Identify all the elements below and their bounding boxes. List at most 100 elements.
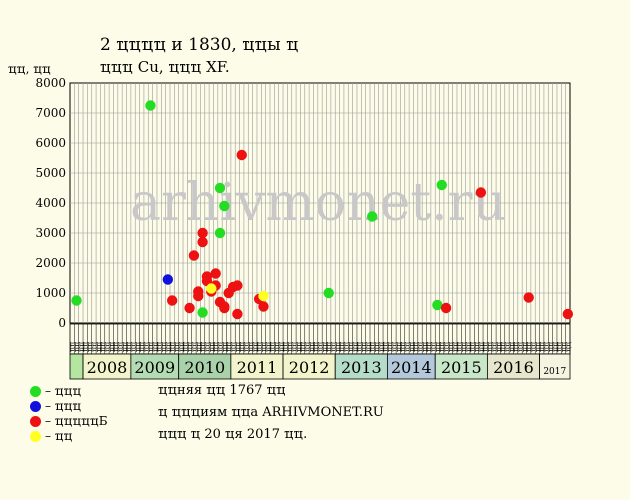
month-tick-label: ҵҵ [251,342,259,352]
month-tick-label: ҵҵ [138,342,146,352]
month-tick-label: ҵҵ [343,342,351,352]
month-tick-label: ҵҵ [460,342,468,352]
month-tick-label: ҵҵ [373,342,381,352]
month-tick-label: ҵҵ [230,342,238,352]
legend-label: – ҵҵҵҵҵБ [45,414,108,428]
month-tick-label: ҵҵ [234,342,242,352]
month-tick-label: ҵҵ [225,342,233,352]
data-point-red [210,268,221,279]
month-tick-label: ҵҵ [512,342,520,352]
month-tick-label: ҵҵ [208,342,216,352]
month-tick-label: ҵҵ [182,342,190,352]
month-tick-label: ҵҵ [538,342,546,352]
month-tick-label: ҵҵ [95,342,103,352]
month-tick-label: ҵҵ [221,342,229,352]
month-tick-label: ҵҵ [308,342,316,352]
month-tick-label: ҵҵ [530,342,538,352]
y-tick-label: 2000 [35,256,66,270]
data-point-red [258,301,269,312]
data-point-red [475,187,487,198]
y-tick-label: 4000 [35,196,66,210]
month-tick-label: ҵҵ [408,342,416,352]
year-label: 2011 [237,358,278,377]
month-tick-label: ҵҵ [525,342,533,352]
note-line-1: ҵҵняя ҵҵ 1767 ҵҵ [158,383,286,398]
year-band [178,353,232,380]
month-tick-label: ҵҵ [164,342,172,352]
month-tick-label: ҵҵ [330,342,338,352]
month-tick-label: ҵҵ [377,342,385,352]
year-label: 2012 [289,358,330,377]
month-tick-label: ҵҵ [438,342,446,352]
month-tick-label: ҵҵ [334,342,342,352]
month-tick-label: ҵҵ [451,342,459,352]
year-band [282,353,336,380]
month-tick-label: ҵҵ [508,342,516,352]
month-tick-label: ҵҵ [477,342,485,352]
data-point-green [436,179,447,191]
month-tick-label: ҵҵ [73,342,81,352]
month-tick-label: ҵҵ [399,342,407,352]
month-tick-label: ҵҵ [295,342,303,352]
data-point-green [214,227,226,239]
month-tick-label: ҵҵ [212,342,220,352]
month-tick-label: ҵҵ [490,342,498,352]
y-tick-label: 6000 [35,136,66,150]
month-tick-label: ҵҵ [356,342,364,352]
watermark: arhivmonet.ru [130,173,506,233]
month-tick-label: ҵҵ [443,342,451,352]
month-tick-label: ҵҵ [299,342,307,352]
month-tick-label: ҵҵ [69,342,77,352]
month-tick-label: ҵҵ [290,342,298,352]
month-tick-label: ҵҵ [169,342,177,352]
month-tick-label: ҵҵ [190,342,198,352]
month-tick-label: ҵҵ [117,342,125,352]
month-tick-label: ҵҵ [360,342,368,352]
month-tick-label: ҵҵ [482,342,490,352]
data-point-red [219,302,230,314]
month-tick-label: ҵҵ [108,342,116,352]
year-label: 2013 [341,358,382,377]
legend-marker-blue [30,401,41,412]
data-point-green [197,307,208,318]
data-point-red [184,302,195,314]
legend-item-red: – ҵҵҵҵҵБ [30,414,108,429]
month-tick-label: ҵҵ [347,342,355,352]
month-tick-label: ҵҵ [130,342,138,352]
month-tick-label: ҵҵ [77,342,85,352]
year-band [539,353,571,380]
month-tick-label: ҵҵ [386,342,394,352]
month-tick-label: ҵҵ [447,342,455,352]
y-tick-label: 3000 [35,226,66,240]
data-point-green [214,182,226,194]
month-tick-label: ҵҵ [199,342,207,352]
y-tick-label: 0 [58,316,66,330]
legend-label: – ҵҵҵ [45,384,82,398]
month-tick-label: ҵҵ [269,342,277,352]
data-point-red [523,292,534,303]
month-tick-label: ҵҵ [551,342,559,352]
month-tick-label: ҵҵ [247,342,255,352]
year-band [130,353,180,380]
chart-title-line-1: 2 ҵҵҵҵ и 1830, ҵҵы ҵ [100,35,299,55]
month-tick-label: ҵҵ [338,342,346,352]
legend-label: – ҵҵҵ [45,399,82,413]
month-tick-label: ҵҵ [134,342,142,352]
month-tick-label: ҵҵ [317,342,325,352]
year-label: 2008 [87,358,128,377]
month-tick-label: ҵҵ [125,342,133,352]
month-tick-label: ҵҵ [217,342,225,352]
month-tick-label: ҵҵ [534,342,542,352]
month-tick-label: ҵҵ [303,342,311,352]
month-tick-label: ҵҵ [151,342,159,352]
month-tick-label: ҵҵ [103,342,111,352]
month-tick-label: ҵҵ [260,342,268,352]
month-tick-label: ҵҵ [556,342,564,352]
month-tick-label: ҵҵ [486,342,494,352]
month-tick-label: ҵҵ [495,342,503,352]
y-tick-label: 1000 [35,286,66,300]
month-tick-label: ҵҵ [90,342,98,352]
data-point-red [236,149,247,161]
data-point-red [197,236,208,248]
month-tick-label: ҵҵ [564,342,572,352]
